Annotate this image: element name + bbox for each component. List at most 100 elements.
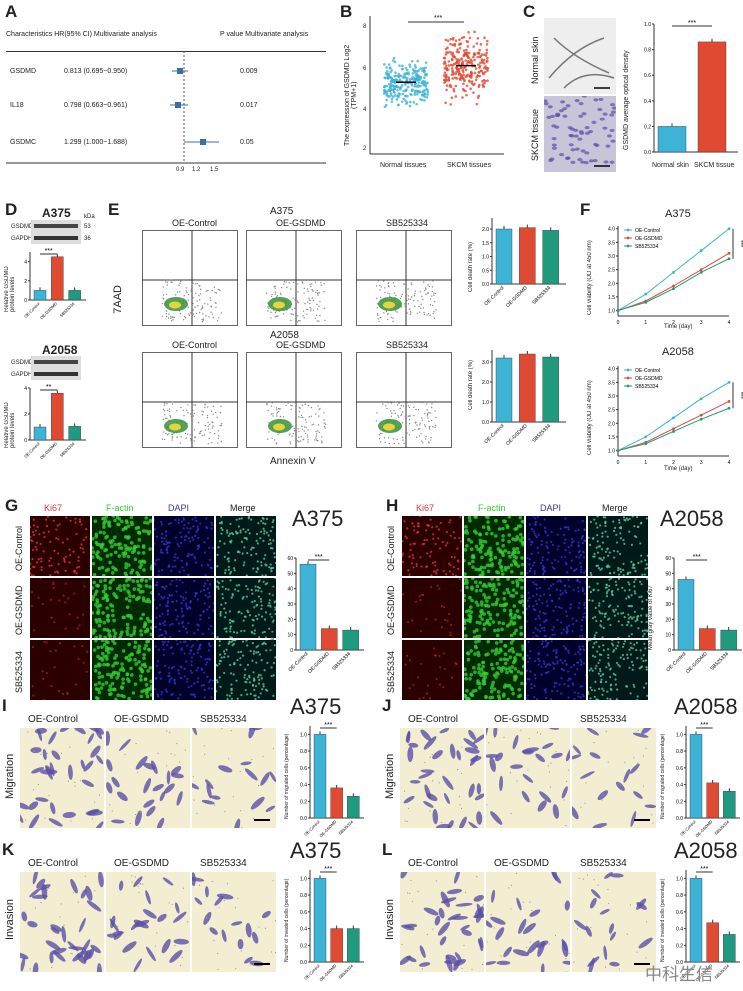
cell-signal [530,528,534,531]
cell-signal [204,663,207,666]
cell-signal [636,516,639,519]
event-dot [197,304,199,307]
x-tick-label: OE-GSDMD [694,819,713,838]
y-tick-label: 10 [287,633,293,639]
cell-signal [550,540,553,543]
cell-signal [560,621,563,624]
cell-signal [575,555,578,558]
bar-ylabel: Number of migrated cells (percentage) [284,733,290,819]
event-dot [427,292,429,295]
cell-signal [78,624,81,627]
nucleus [580,149,586,153]
cell-signal [177,697,180,700]
cell-signal [625,597,628,600]
cell-signal [245,538,248,541]
y-tick-label: 1.5 [608,435,615,441]
event-dot [189,437,192,440]
cell-signal [464,578,468,582]
cell-signal [114,697,118,700]
cell-signal [602,516,605,519]
density-core [273,301,285,309]
stained-cell [522,774,534,783]
event-dot [283,283,285,285]
cell-signal [548,664,552,667]
cell-signal [607,648,610,651]
event-dot [291,435,293,437]
stained-cell [585,925,592,937]
cell-signal [225,529,229,532]
cell-signal [33,566,36,569]
cell-signal [490,695,495,700]
stained-cell [590,889,601,899]
cell-signal [161,551,164,554]
cell-signal [632,616,635,619]
cell-signal [191,536,194,539]
event-dot [318,408,320,411]
cell-signal [640,554,643,557]
cell-signal [221,580,224,583]
event-dot [431,295,433,297]
series-point [727,406,731,410]
cell-signal [533,696,536,699]
event-dot [212,425,214,427]
cell-signal [631,516,634,518]
cell-signal [640,595,643,598]
cell-signal [269,529,273,533]
event-dot [208,423,211,426]
cell-signal [465,651,470,655]
cell-signal [629,646,633,649]
cell-signal [111,664,115,668]
cell-signal [549,698,553,700]
transwell-image [572,728,656,828]
cell-signal [508,554,512,559]
cell-signal [598,659,601,662]
cell-signal [114,653,119,658]
y-tick-label: 40 [287,587,293,593]
y-tick-label: 0.2 [644,124,651,130]
cell-signal [543,689,546,692]
event-dot [406,312,408,314]
forest-header-right: P value Multivariate analysis [220,31,309,38]
cell-signal [82,538,85,541]
cell-signal [229,625,232,628]
cell-signal [74,683,78,686]
cell-signal [121,677,125,681]
cell-signal [208,558,211,561]
cell-signal [115,516,120,520]
panel-b-label: B [340,2,353,21]
y-tick-label: 1.0 [608,449,615,455]
cell-signal [261,615,264,618]
stained-cell [435,823,451,828]
event-dot [307,404,310,407]
cell-signal [496,694,501,699]
cell-signal [227,568,231,571]
cell-signal [253,629,257,632]
panel-cell-line: A2058 [674,838,738,863]
cell-signal [204,582,207,585]
cell-signal [126,589,130,594]
scatter-point [405,68,409,72]
event-dot [207,443,209,445]
cell-signal [206,537,209,540]
cell-signal [502,519,506,523]
cell-signal [464,693,467,698]
cell-signal [195,669,198,672]
stained-cell [486,754,499,758]
cell-signal [467,613,472,617]
cell-signal [633,566,636,570]
cell-signal [170,594,173,597]
cell-signal [633,610,636,613]
cell-signal [556,618,559,621]
fluorescence-image [30,578,90,638]
cell-signal [226,558,229,561]
cell-signal [419,598,422,602]
cell-signal [598,604,601,607]
event-dot [190,415,193,418]
cell-signal [560,556,563,559]
scatter-point [422,69,426,73]
cell-signal [452,531,455,534]
cell-signal [166,597,169,600]
cell-signal [136,596,140,601]
x-tick-label: OE-Control [287,651,309,673]
cell-signal [530,552,533,556]
